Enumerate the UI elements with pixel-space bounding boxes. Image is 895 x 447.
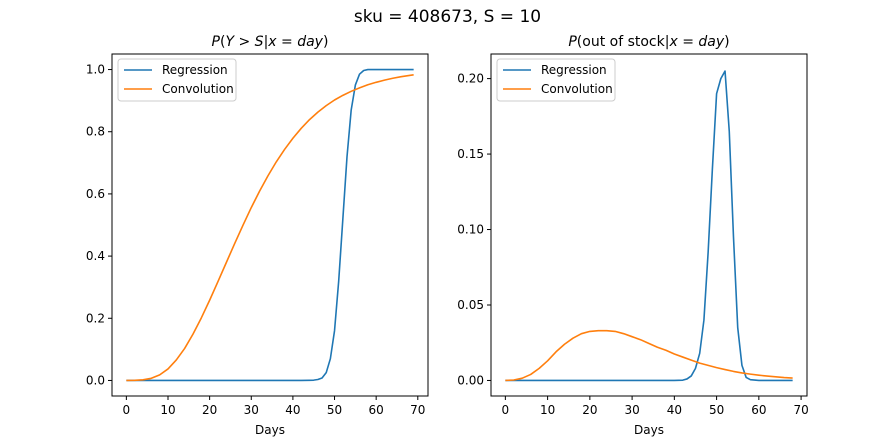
y-tick-label: 0.10: [457, 223, 484, 237]
x-tick-label: 50: [709, 403, 724, 417]
y-tick-label: 0.8: [86, 125, 105, 139]
x-tick-label: 0: [502, 403, 510, 417]
y-tick-label: 0.2: [86, 311, 105, 325]
x-tick-label: 0: [123, 403, 131, 417]
axes-frame: [490, 53, 808, 397]
panel-title: P(out of stock|x = day): [568, 34, 729, 50]
series-line-regression: [505, 70, 793, 382]
x-tick-label: 10: [540, 403, 555, 417]
y-tick-label: 1.0: [86, 63, 105, 77]
x-tick-label: 70: [410, 403, 425, 417]
y-tick-label: 0.6: [86, 187, 105, 201]
x-tick-label: 60: [751, 403, 766, 417]
x-tick-label: 30: [244, 403, 259, 417]
x-tick-label: 60: [369, 403, 384, 417]
series-line-convolution: [126, 74, 414, 382]
x-tick-label: 20: [202, 403, 217, 417]
y-tick-label: 0.20: [457, 72, 484, 86]
x-tick-label: 40: [667, 403, 682, 417]
y-tick-label: 0.15: [457, 147, 484, 161]
x-tick-label: 50: [327, 403, 342, 417]
figure-suptitle: sku = 408673, S = 10: [354, 7, 541, 27]
y-tick-label: 0.0: [86, 373, 105, 387]
legend-label-regression: Regression: [541, 63, 607, 77]
panel-left-exceedance: 0 10 20 30 40 50 60 70 0.0 0.2 0.4 0.6 0.8 1.0 Days P(Y…: [86, 34, 429, 437]
legend-label-convolution: Convolution: [162, 82, 234, 96]
y-tick-label: 0.00: [457, 373, 484, 387]
axes-frame: [111, 53, 429, 397]
x-tick-label: 20: [582, 403, 597, 417]
x-tick-label: 10: [160, 403, 175, 417]
x-axis-label: Days: [634, 423, 664, 437]
panel-title: P(Y > S|x = day): [212, 34, 329, 50]
x-tick-label: 30: [624, 403, 639, 417]
x-axis-label: Days: [255, 423, 285, 437]
legend-label-regression: Regression: [162, 63, 228, 77]
series-line-convolution: [505, 329, 793, 382]
y-tick-label: 0.05: [457, 298, 484, 312]
y-tick-label: 0.4: [86, 249, 105, 263]
x-tick-label: 40: [285, 403, 300, 417]
series-line-regression: [126, 68, 414, 382]
x-tick-label: 70: [793, 403, 808, 417]
panel-right-out-of-stock: 0 10 20 30 40 50 60 70 0.00 0.05 0.10 0.15 0.20 Days P…: [457, 34, 808, 437]
legend-label-convolution: Convolution: [541, 82, 613, 96]
